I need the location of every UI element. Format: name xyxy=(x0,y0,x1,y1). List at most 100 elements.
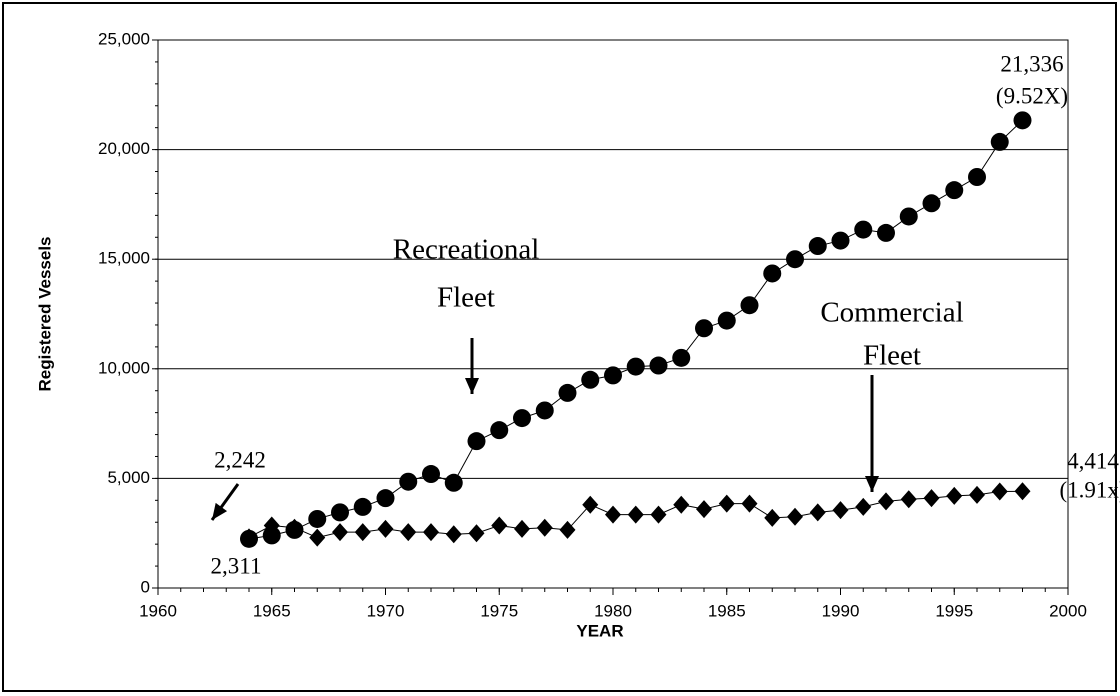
annotation: Fleet xyxy=(863,340,921,372)
point xyxy=(695,319,713,338)
point xyxy=(717,311,736,330)
point xyxy=(286,518,303,537)
point xyxy=(1014,482,1031,501)
point xyxy=(423,523,439,542)
x-tick-label: 2000 xyxy=(1049,601,1087,620)
point xyxy=(626,357,645,376)
point xyxy=(1013,111,1032,130)
point xyxy=(900,490,917,509)
x-tick-label: 1970 xyxy=(367,601,405,620)
point xyxy=(696,500,712,519)
point xyxy=(923,489,940,508)
point xyxy=(262,526,281,545)
y-tick-label: 5,000 xyxy=(107,468,150,487)
annotation: 2,242 xyxy=(214,447,266,472)
point xyxy=(445,525,462,544)
point xyxy=(650,505,667,524)
annotation: 21,336 xyxy=(1000,51,1063,76)
y-axis-label: Registered Vessels xyxy=(35,237,54,392)
point xyxy=(581,370,600,389)
point xyxy=(332,523,348,542)
point xyxy=(513,409,531,428)
point xyxy=(467,432,486,451)
point xyxy=(331,503,349,522)
annotation: (1.91x) xyxy=(1059,477,1120,502)
point xyxy=(877,223,895,242)
point xyxy=(354,523,371,542)
point xyxy=(741,494,758,513)
point xyxy=(809,503,826,522)
point xyxy=(899,207,918,226)
point xyxy=(855,497,872,516)
x-tick-label: 1990 xyxy=(822,601,860,620)
point xyxy=(740,296,759,315)
annotation: (9.52X) xyxy=(996,83,1068,108)
point xyxy=(263,516,280,535)
point xyxy=(832,501,849,520)
point xyxy=(946,486,963,505)
point xyxy=(786,250,804,269)
point xyxy=(422,465,440,484)
point xyxy=(991,482,1008,501)
arrow-head xyxy=(865,476,879,492)
point xyxy=(990,132,1009,151)
point xyxy=(535,401,554,420)
annotation: Recreational xyxy=(393,234,540,266)
annotation: Commercial xyxy=(820,297,963,329)
point xyxy=(922,194,941,213)
point xyxy=(444,473,463,492)
point xyxy=(673,495,690,514)
point xyxy=(309,528,326,547)
point xyxy=(468,524,485,543)
y-tick-label: 15,000 xyxy=(98,249,150,268)
point xyxy=(536,518,553,537)
point xyxy=(808,237,827,256)
x-tick-label: 1965 xyxy=(253,601,291,620)
annotation: Fleet xyxy=(437,282,495,314)
point xyxy=(968,168,986,186)
point xyxy=(490,421,509,440)
point xyxy=(672,348,691,367)
y-tick-label: 10,000 xyxy=(98,358,150,377)
x-tick-label: 1975 xyxy=(480,601,518,620)
point xyxy=(241,528,257,547)
x-tick-label: 1995 xyxy=(935,601,973,620)
x-tick-label: 1980 xyxy=(594,601,632,620)
plot-border xyxy=(157,39,1069,589)
point xyxy=(399,472,418,491)
point xyxy=(945,181,964,200)
point xyxy=(787,507,803,526)
point xyxy=(764,508,781,527)
point xyxy=(604,366,622,385)
arrow-head xyxy=(465,378,479,394)
series-line xyxy=(248,119,1023,540)
point xyxy=(831,231,850,250)
point xyxy=(718,494,735,513)
point xyxy=(491,516,508,535)
y-tick-label: 25,000 xyxy=(98,29,150,48)
x-axis-label: YEAR xyxy=(576,621,623,640)
x-tick-label: 1985 xyxy=(708,601,746,620)
y-tick-label: 0 xyxy=(141,577,150,596)
point xyxy=(878,492,894,511)
point xyxy=(627,505,644,524)
annotation: 4,414 xyxy=(1067,448,1119,473)
annotation: 2,311 xyxy=(211,553,262,578)
x-tick-label: 1960 xyxy=(139,601,177,620)
point xyxy=(514,519,530,538)
point xyxy=(377,519,394,538)
point xyxy=(605,505,621,524)
point xyxy=(308,509,327,528)
point xyxy=(559,520,576,539)
point xyxy=(763,264,782,283)
y-tick-label: 20,000 xyxy=(98,139,150,158)
point xyxy=(649,356,668,375)
point xyxy=(376,489,395,508)
point xyxy=(854,220,873,239)
point xyxy=(353,497,372,516)
point xyxy=(582,495,599,514)
arrow-head xyxy=(212,502,228,520)
point xyxy=(969,485,985,504)
